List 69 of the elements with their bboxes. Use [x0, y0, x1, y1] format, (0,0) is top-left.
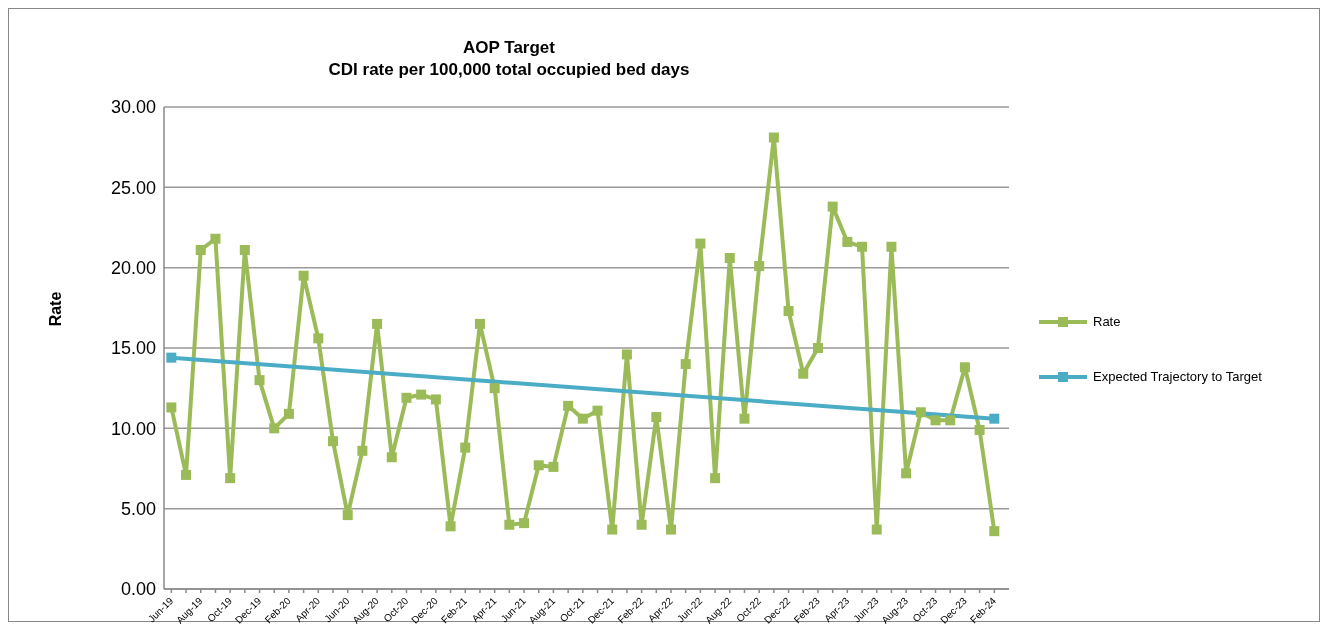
- point: [592, 405, 603, 416]
- point: [710, 473, 721, 484]
- point: [563, 400, 574, 411]
- point: [739, 413, 750, 424]
- point: [666, 524, 676, 535]
- point: [886, 241, 897, 252]
- point: [680, 359, 691, 370]
- point: [283, 408, 294, 419]
- point: [798, 368, 809, 379]
- point: [401, 392, 412, 403]
- y-tick-label: 30.00: [110, 97, 156, 118]
- point: [533, 460, 544, 471]
- point: [989, 526, 1000, 537]
- point: [607, 524, 618, 535]
- chart-title: AOP Target CDI rate per 100,000 total occupied bed days: [327, 37, 691, 81]
- y-tick-label: 0.00: [120, 579, 156, 600]
- point: [489, 383, 500, 394]
- point: [416, 389, 427, 400]
- y-tick-label: 20.00: [110, 258, 156, 279]
- point: [210, 233, 221, 244]
- point: [783, 306, 794, 317]
- point: [254, 375, 265, 386]
- point: [915, 407, 926, 418]
- point: [651, 412, 662, 423]
- point: [474, 318, 485, 329]
- y-tick-label: 10.00: [110, 418, 156, 439]
- point: [225, 473, 236, 484]
- point: [901, 468, 912, 479]
- point: [313, 333, 324, 344]
- point: [519, 518, 530, 529]
- y-tick-label: 15.00: [110, 338, 156, 359]
- point: [328, 436, 338, 447]
- point: [930, 415, 941, 426]
- point: [695, 238, 706, 249]
- point: [195, 244, 206, 255]
- point: [768, 132, 779, 143]
- point: [548, 461, 559, 472]
- point: [445, 521, 456, 532]
- point: [166, 402, 177, 413]
- point: [636, 519, 647, 530]
- point: [504, 519, 515, 530]
- point: [460, 442, 471, 453]
- point: [754, 261, 765, 272]
- legend-label: Expected Trajectory to Target: [1093, 369, 1263, 384]
- point: [842, 236, 853, 247]
- point: [269, 423, 280, 434]
- y-tick-label: 5.00: [120, 499, 156, 520]
- point: [621, 349, 632, 360]
- point: [871, 524, 882, 535]
- point: [239, 244, 250, 255]
- point: [812, 343, 823, 353]
- point: [724, 253, 735, 264]
- point: [430, 394, 441, 405]
- point: [386, 452, 397, 463]
- point: [298, 270, 309, 281]
- point: [857, 241, 868, 252]
- y-axis-title: Rate: [47, 291, 65, 327]
- point: [166, 352, 177, 363]
- point: [342, 510, 353, 521]
- point: [577, 413, 588, 424]
- point: [372, 318, 383, 329]
- point: [827, 201, 838, 212]
- legend-label: Rate: [1093, 314, 1122, 329]
- point: [945, 415, 956, 426]
- y-tick-label: 25.00: [110, 177, 156, 198]
- point: [357, 445, 368, 456]
- point: [959, 362, 970, 373]
- point: [974, 424, 985, 435]
- point: [181, 469, 192, 480]
